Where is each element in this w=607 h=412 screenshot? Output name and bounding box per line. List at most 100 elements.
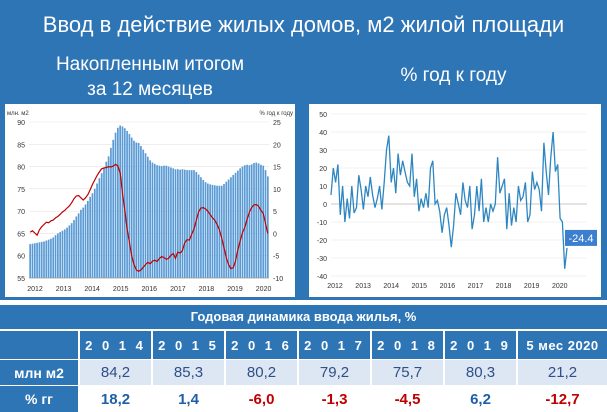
x-tick-label: 2013: [56, 286, 72, 293]
bar: [193, 170, 195, 278]
bar: [63, 229, 66, 278]
right-tick-label: 25: [273, 120, 281, 127]
bar: [153, 163, 156, 278]
table-cell: -4,5: [370, 386, 443, 412]
x-tick-label: 2014: [383, 283, 399, 290]
bar: [56, 233, 59, 278]
bar: [84, 204, 87, 278]
table-cell: 21,2: [516, 360, 607, 385]
callout-box: [565, 229, 597, 246]
bar: [98, 178, 101, 278]
bar: [80, 209, 82, 278]
bar: [230, 177, 232, 278]
y-tick-label: -20: [317, 238, 327, 245]
x-tick-label: 2015: [411, 283, 427, 290]
bar: [243, 165, 246, 278]
bar: [236, 170, 239, 278]
y-tick-label: 0: [323, 202, 327, 209]
bar: [211, 184, 214, 278]
table-cell: 79,2: [297, 360, 370, 385]
bar: [213, 185, 216, 278]
bar: [167, 166, 170, 278]
x-tick-label: 2018: [496, 283, 512, 290]
callout-label: -24.4: [568, 233, 593, 245]
bar: [123, 128, 126, 278]
bar: [77, 213, 80, 278]
x-tick-label: 2020: [256, 286, 272, 293]
table-header-row: 2 0 1 4 2 0 1 5 2 0 1 6 2 0 1 7 2 0 1 8 …: [0, 331, 607, 359]
y-tick-label: 40: [319, 130, 327, 137]
yoy-line: [330, 131, 568, 269]
left-axis-unit: млн. м2: [7, 111, 29, 117]
bar: [137, 142, 140, 278]
bar: [149, 160, 152, 278]
bar: [250, 164, 253, 278]
bar: [158, 165, 161, 278]
annual-dynamics-table: Годовая динамика ввода жилья, % 2 0 1 4 …: [0, 305, 607, 412]
table-corner: [0, 331, 78, 359]
bar: [100, 173, 103, 278]
x-tick-label: 2012: [27, 286, 43, 293]
bar: [86, 200, 89, 278]
row-label: млн м2: [0, 360, 78, 385]
bar: [114, 132, 117, 278]
bar: [151, 162, 154, 278]
bar: [195, 171, 198, 278]
x-tick-label: 2015: [113, 286, 129, 293]
bar: [156, 165, 158, 278]
left-panel-title: Накопленным итогом за 12 месяцев: [0, 50, 300, 102]
bar: [68, 225, 71, 278]
cumulative-chart-svg: млн. м2 % год к году 55 60 65 70 75 80 85 90 -10 -5…: [7, 111, 293, 293]
cumulative-chart: млн. м2 % год к году 55 60 65 70 75 80 85 90 -10 -5…: [5, 104, 295, 297]
left-tick-label: 70: [17, 209, 25, 216]
bar: [176, 169, 179, 278]
bar: [227, 179, 230, 278]
row-label: % гг: [0, 386, 78, 412]
x-tick-label: 2016: [141, 286, 157, 293]
bar: [186, 170, 188, 278]
bar: [225, 181, 228, 278]
bar: [36, 242, 38, 278]
bar: [61, 230, 64, 278]
bar: [45, 240, 48, 278]
bar: [52, 237, 55, 278]
bar: [209, 184, 212, 278]
bar: [202, 179, 205, 278]
bar: [135, 142, 138, 278]
table-cell: 18,2: [78, 386, 151, 412]
column-header: 2 0 1 4: [78, 331, 151, 359]
table-cell: -6,0: [224, 386, 297, 412]
bar: [73, 220, 75, 278]
bar: [220, 185, 223, 278]
bar: [248, 165, 251, 278]
bar: [160, 166, 163, 278]
bar: [172, 168, 175, 278]
left-tick-label: 80: [17, 165, 25, 172]
bar: [223, 183, 225, 278]
bar: [50, 238, 52, 278]
y-tick-label: -10: [317, 220, 327, 227]
x-tick-label: 2013: [355, 283, 371, 290]
y-tick-label: 30: [319, 148, 327, 155]
left-tick-label: 85: [17, 142, 25, 149]
x-tick-label: 2020: [552, 283, 568, 290]
column-header: 2 0 1 9: [443, 331, 516, 359]
table-cell: 85,3: [151, 360, 224, 385]
bar: [66, 227, 68, 278]
table-cell: 1,4: [151, 386, 224, 412]
table-cell: 75,7: [370, 360, 443, 385]
right-tick-label: -5: [273, 254, 279, 261]
y-tick-label: 10: [319, 184, 327, 191]
bar: [262, 165, 265, 278]
left-tick-label: 65: [17, 231, 25, 238]
table-cell: -1,3: [297, 386, 370, 412]
bar: [70, 223, 73, 278]
left-tick-label: 75: [17, 187, 25, 194]
bar: [183, 169, 186, 278]
right-tick-label: 0: [273, 231, 277, 238]
bar: [188, 170, 191, 278]
bar: [206, 183, 209, 278]
bar: [89, 196, 92, 278]
right-tick-label: 10: [273, 187, 281, 194]
x-tick-label: 2014: [84, 286, 100, 293]
